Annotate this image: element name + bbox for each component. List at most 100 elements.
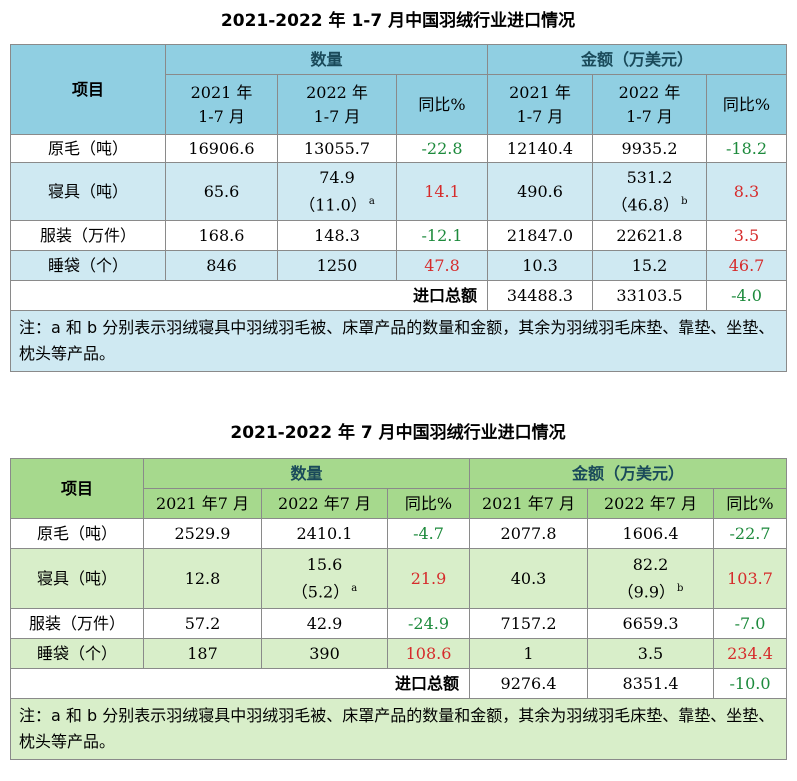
table-row: 原毛（吨） 16906.6 13055.7 -22.8 12140.4 9935… bbox=[10, 134, 788, 163]
sub-value: （9.9） bbox=[617, 582, 676, 602]
table1-title: 2021-2022 年 1-7 月中国羽绒行业进口情况 bbox=[220, 11, 576, 31]
yoy-value: 3.5 bbox=[706, 220, 788, 251]
cell-subvalue: （46.8） b bbox=[593, 190, 706, 217]
table-row: 寝具（吨） 65.6 74.9 （11.0） a 14.1 490.6 531.2… bbox=[10, 162, 788, 221]
table2-col-amt-2022: 2022 年7 月 bbox=[587, 488, 715, 519]
total-2021: 9276.4 bbox=[469, 668, 589, 699]
cell-subvalue: （11.0） a bbox=[278, 190, 396, 217]
cell-value: 2529.9 bbox=[143, 518, 262, 549]
table1: 项目 数量 金额（万美元） 2021 年 1-7 月 2022 年 1-7 月 … bbox=[9, 44, 788, 372]
table-row: 服装（万件） 168.6 148.3 -12.1 21847.0 22621.8… bbox=[10, 220, 788, 251]
cell-value: 16906.6 bbox=[165, 134, 278, 163]
footnote-marker: b bbox=[677, 582, 684, 594]
table2-title: 2021-2022 年 7 月中国羽绒行业进口情况 bbox=[230, 423, 566, 443]
cell-value: 2077.8 bbox=[469, 518, 589, 549]
yoy-value: 103.7 bbox=[713, 548, 788, 609]
yoy-value: 46.7 bbox=[706, 250, 788, 281]
yoy-value: 21.9 bbox=[386, 548, 471, 609]
table2-col-amt-2021: 2021 年7 月 bbox=[469, 488, 589, 519]
total-label: 进口总额 bbox=[9, 280, 489, 311]
cell-value: 15.2 bbox=[592, 250, 708, 281]
yoy-value: 108.6 bbox=[386, 638, 471, 669]
total-row: 进口总额 9276.4 8351.4 -10.0 bbox=[9, 668, 788, 699]
yoy-value: 47.8 bbox=[395, 250, 489, 281]
table-row: 原毛（吨） 2529.9 2410.1 -4.7 2077.8 1606.4 -… bbox=[10, 518, 788, 549]
cell-value: 82.2 bbox=[632, 554, 669, 574]
cell-value: 148.3 bbox=[277, 220, 397, 251]
table2-note: 注：a 和 b 分别表示羽绒寝具中羽绒羽毛被、床罩产品的数量和金额，其余为羽绒羽… bbox=[9, 698, 788, 760]
row-label: 原毛（吨） bbox=[10, 518, 144, 549]
cell-value: 12140.4 bbox=[487, 134, 594, 163]
table-row: 睡袋（个） 187 390 108.6 1 3.5 234.4 bbox=[10, 638, 788, 669]
cell-value: 74.9 bbox=[319, 167, 355, 187]
table2-col-qty-2021: 2021 年7 月 bbox=[143, 488, 262, 519]
cell-value: 6659.3 bbox=[587, 608, 715, 639]
cell-value: 2410.1 bbox=[261, 518, 388, 549]
yoy-value: -7.0 bbox=[713, 608, 788, 639]
cell-value: 1606.4 bbox=[587, 518, 715, 549]
yoy-value: 234.4 bbox=[713, 638, 788, 669]
table-row: 睡袋（个） 846 1250 47.8 10.3 15.2 46.7 bbox=[10, 250, 788, 281]
cell-value: 1 bbox=[469, 638, 589, 669]
cell-value-multiline: 74.9 （11.0） a bbox=[277, 162, 397, 221]
footnote-marker: a bbox=[368, 195, 375, 207]
row-label: 寝具（吨） bbox=[10, 162, 166, 221]
footnote-marker: a bbox=[351, 582, 358, 594]
cell-value: 531.2 bbox=[626, 167, 673, 187]
total-yoy: -4.0 bbox=[706, 280, 788, 311]
total-row: 进口总额 34488.3 33103.5 -4.0 bbox=[9, 280, 788, 311]
table2-block: 2021-2022 年 7 月中国羽绒行业进口情况 项目 数量 金额（万美元） … bbox=[9, 418, 788, 760]
cell-value: 10.3 bbox=[487, 250, 594, 281]
yoy-value: 14.1 bbox=[395, 162, 489, 221]
total-yoy: -10.0 bbox=[713, 668, 788, 699]
table2-col-qty-yoy: 同比% bbox=[386, 488, 471, 519]
cell-value: 3.5 bbox=[587, 638, 715, 669]
cell-value: 187 bbox=[143, 638, 262, 669]
table2-qty-header: 数量 bbox=[142, 458, 471, 489]
cell-value: 9935.2 bbox=[592, 134, 708, 163]
cell-value: 846 bbox=[165, 250, 278, 281]
table2-item-header: 项目 bbox=[10, 458, 144, 519]
cell-value: 40.3 bbox=[469, 548, 589, 609]
table2-amt-header: 金额（万美元） bbox=[469, 458, 788, 489]
cell-value: 65.6 bbox=[165, 162, 278, 221]
row-label: 睡袋（个） bbox=[10, 638, 144, 669]
yoy-value: -18.2 bbox=[706, 134, 788, 163]
cell-value: 168.6 bbox=[165, 220, 278, 251]
cell-value: 13055.7 bbox=[277, 134, 397, 163]
sub-value: （46.8） bbox=[611, 195, 680, 215]
table1-col-amt-yoy: 同比% bbox=[706, 74, 788, 135]
cell-value-multiline: 15.6 （5.2） a bbox=[261, 548, 388, 609]
row-label: 服装（万件） bbox=[10, 608, 144, 639]
row-label: 睡袋（个） bbox=[10, 250, 166, 281]
row-label: 寝具（吨） bbox=[10, 548, 144, 609]
yoy-value: -4.7 bbox=[386, 518, 471, 549]
cell-value: 57.2 bbox=[143, 608, 262, 639]
total-2022: 8351.4 bbox=[587, 668, 715, 699]
note-row: 注：a 和 b 分别表示羽绒寝具中羽绒羽毛被、床罩产品的数量和金额，其余为羽绒羽… bbox=[9, 698, 788, 760]
table1-block: 2021-2022 年 1-7 月中国羽绒行业进口情况 项目 数量 金额（万美元… bbox=[9, 6, 788, 372]
cell-value: 12.8 bbox=[143, 548, 262, 609]
table1-col-qty-2021: 2021 年 1-7 月 bbox=[165, 74, 278, 135]
sub-value: （5.2） bbox=[291, 582, 350, 602]
cell-value: 1250 bbox=[277, 250, 397, 281]
total-2021: 34488.3 bbox=[487, 280, 594, 311]
cell-subvalue: （5.2） a bbox=[262, 577, 387, 604]
cell-value: 490.6 bbox=[487, 162, 594, 221]
cell-subvalue: （9.9） b bbox=[588, 577, 713, 604]
sub-value: （11.0） bbox=[299, 195, 367, 215]
table1-col-qty-2022: 2022 年 1-7 月 bbox=[277, 74, 397, 135]
footnote-marker: b bbox=[681, 195, 688, 207]
cell-value-multiline: 531.2 （46.8） b bbox=[592, 162, 708, 221]
yoy-value: -22.8 bbox=[395, 134, 489, 163]
note-row: 注：a 和 b 分别表示羽绒寝具中羽绒羽毛被、床罩产品的数量和金额，其余为羽绒羽… bbox=[9, 310, 788, 372]
table1-item-header: 项目 bbox=[10, 44, 166, 135]
table1-amt-header: 金额（万美元） bbox=[487, 44, 788, 75]
cell-value-multiline: 82.2 （9.9） b bbox=[587, 548, 715, 609]
table-row: 服装（万件） 57.2 42.9 -24.9 7157.2 6659.3 -7.… bbox=[10, 608, 788, 639]
yoy-value: 8.3 bbox=[706, 162, 788, 221]
yoy-value: -24.9 bbox=[386, 608, 471, 639]
cell-value: 15.6 bbox=[306, 554, 343, 574]
table1-note: 注：a 和 b 分别表示羽绒寝具中羽绒羽毛被、床罩产品的数量和金额，其余为羽绒羽… bbox=[9, 310, 788, 372]
table2: 项目 数量 金额（万美元） 2021 年7 月 2022 年7 月 同比% 20… bbox=[9, 458, 788, 760]
